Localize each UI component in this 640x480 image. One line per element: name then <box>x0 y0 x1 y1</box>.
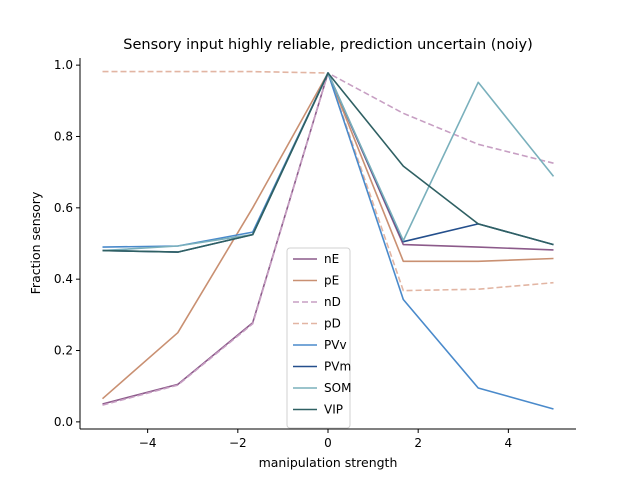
x-tick-label: 4 <box>505 436 513 450</box>
y-tick-label: 0.2 <box>54 344 73 358</box>
y-tick-label: 0.6 <box>54 201 73 215</box>
series-line-vip <box>102 72 554 253</box>
y-tick-label: 1.0 <box>54 58 73 72</box>
y-tick-label: 0.8 <box>54 129 73 143</box>
x-tick-label: −2 <box>229 436 247 450</box>
legend-box <box>286 247 351 429</box>
chart-title: Sensory input highly reliable, predictio… <box>123 37 532 53</box>
x-tick-label: 0 <box>324 436 332 450</box>
legend-label-pe: pE <box>324 274 339 288</box>
x-axis-label: manipulation strength <box>259 455 398 470</box>
series-line-som <box>102 72 555 252</box>
legend-label-vip: VIP <box>324 403 343 417</box>
legend-label-som: SOM <box>324 381 351 395</box>
x-tick-label: 2 <box>414 436 422 450</box>
x-tick-label: −4 <box>139 436 157 450</box>
legend-label-pvv: PVv <box>324 338 347 352</box>
legend-label-nd: nD <box>324 295 341 309</box>
y-tick-label: 0.0 <box>54 415 73 429</box>
legend-label-pd: pD <box>324 317 341 331</box>
legend-label-ne: nE <box>324 252 339 266</box>
y-tick-label: 0.4 <box>54 272 73 286</box>
y-axis-label: Fraction sensory <box>28 191 43 294</box>
legend-label-pvm: PVm <box>324 360 351 374</box>
legend: nE pE nD pD PVv PVm SOM VIP <box>286 247 351 429</box>
